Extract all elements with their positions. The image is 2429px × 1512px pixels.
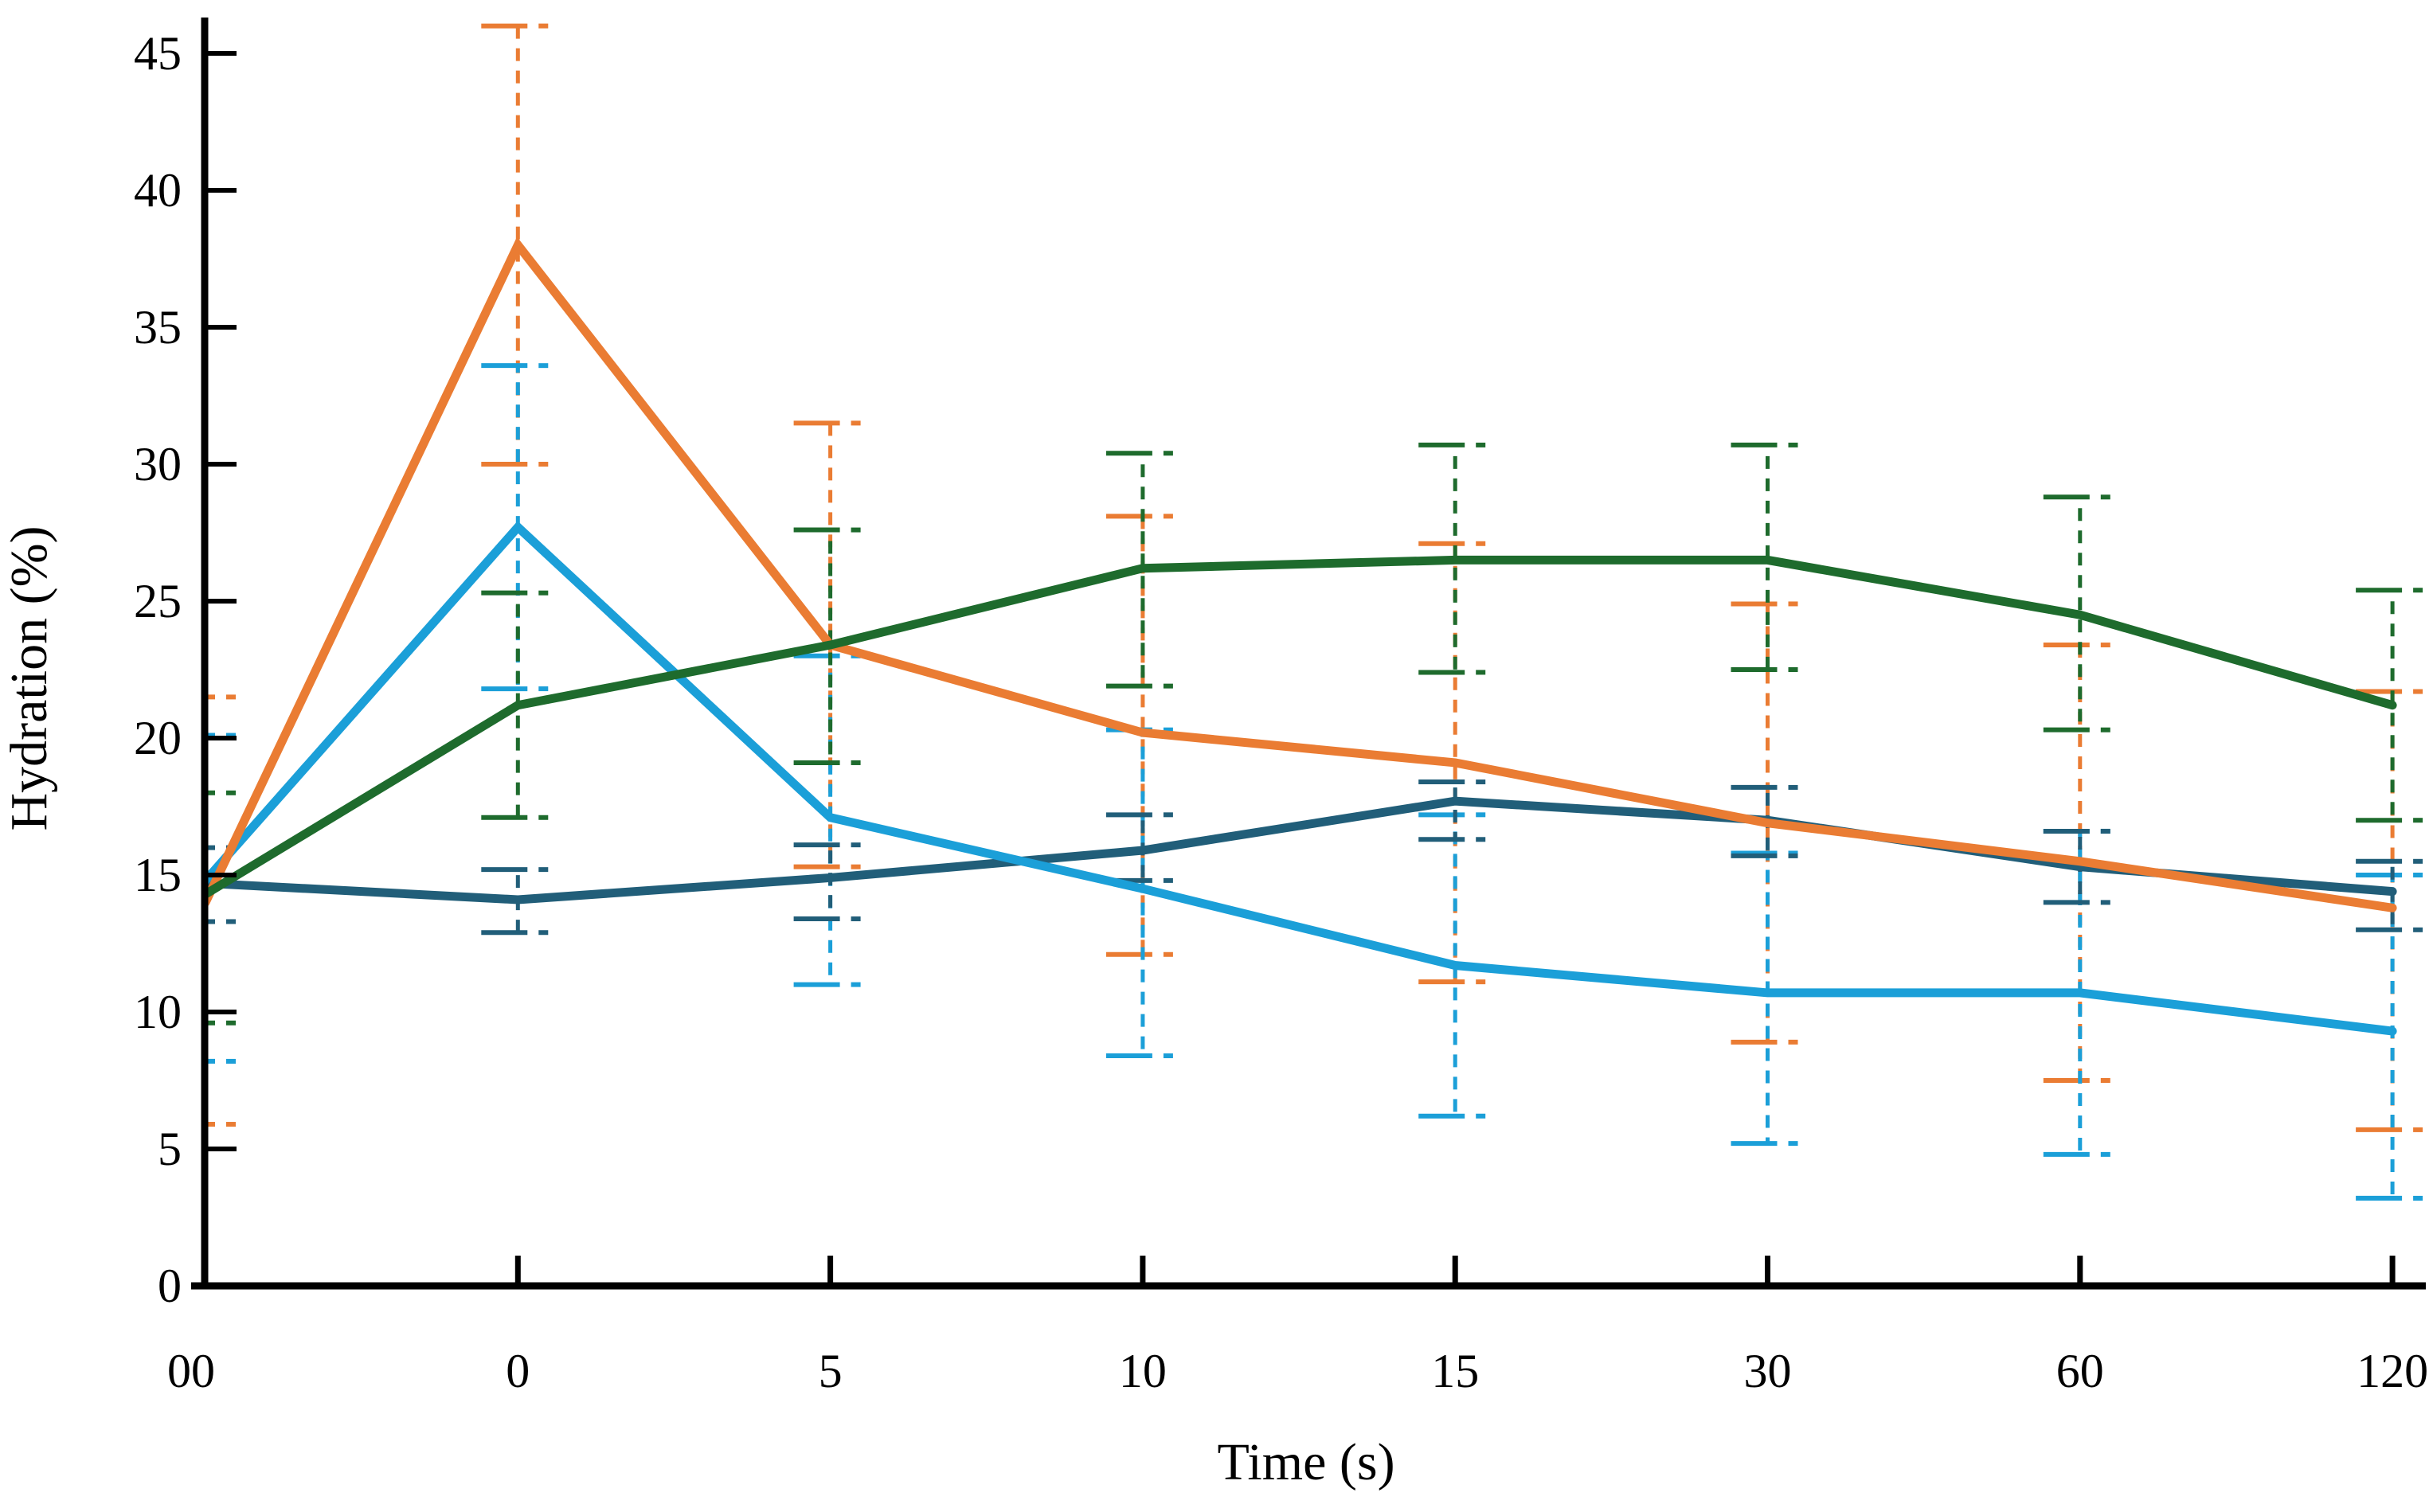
series-line-light-blue: [201, 521, 2397, 1036]
error-bars-dark-blue: [205, 779, 2423, 936]
x-tick-label: 15: [1431, 1345, 1479, 1397]
y-axis-title: Hydration (%): [0, 525, 58, 830]
y-tick-label: 45: [134, 27, 182, 80]
x-tick-label: 30: [1744, 1345, 1792, 1397]
x-tick-label: 5: [819, 1345, 843, 1397]
y-tick-label: 10: [134, 986, 182, 1038]
y-tick-label: 40: [134, 164, 182, 217]
x-tick-label: 0: [506, 1345, 530, 1397]
y-tick-label: 0: [158, 1260, 182, 1312]
x-tick-label: 60: [2056, 1345, 2104, 1397]
x-tick-label: 00: [167, 1345, 215, 1397]
y-tick-label: 30: [134, 438, 182, 490]
y-tick-label: 5: [158, 1123, 182, 1175]
x-tick-label: 10: [1119, 1345, 1167, 1397]
y-tick-label: 35: [134, 301, 182, 354]
y-tick-label: 15: [134, 849, 182, 901]
x-axis-title: Time (s): [1217, 1433, 1394, 1491]
axes-layer: [191, 18, 2426, 1290]
error-bars-orange: [205, 23, 2423, 1132]
series-line-dark-blue: [201, 796, 2397, 904]
series-line-green: [201, 555, 2397, 899]
y-tick-label: 25: [134, 575, 182, 627]
error-bars-green: [205, 442, 2423, 1026]
series-line-orange: [201, 236, 2397, 912]
y-tick-label: 20: [134, 712, 182, 764]
x-tick-label: 120: [2357, 1345, 2428, 1397]
error-bars-light-blue: [205, 363, 2423, 1201]
series-lines-layer: [201, 236, 2397, 1036]
